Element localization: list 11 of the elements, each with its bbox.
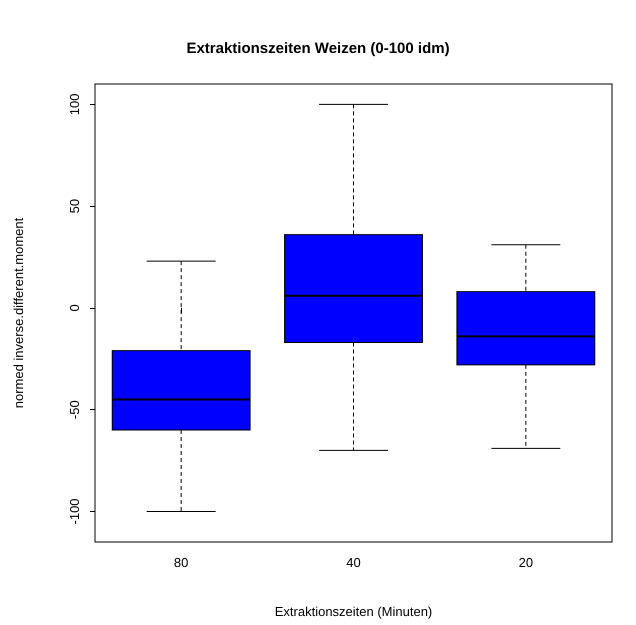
y-axis-title: normed inverse.different.moment xyxy=(11,217,26,408)
y-tick-label: 0 xyxy=(67,304,82,312)
y-tick-label: 50 xyxy=(67,198,82,214)
x-tick-label: 20 xyxy=(518,555,534,570)
y-tick-label: -50 xyxy=(67,400,82,420)
chart-title: Extraktionszeiten Weizen (0-100 idm) xyxy=(186,40,450,57)
x-axis-title: Extraktionszeiten (Minuten) xyxy=(274,604,432,619)
x-tick-label: 80 xyxy=(174,555,188,570)
y-tick-label: -100 xyxy=(67,498,82,524)
x-tick-label: 40 xyxy=(346,555,361,570)
y-tick-label: 100 xyxy=(67,94,82,116)
